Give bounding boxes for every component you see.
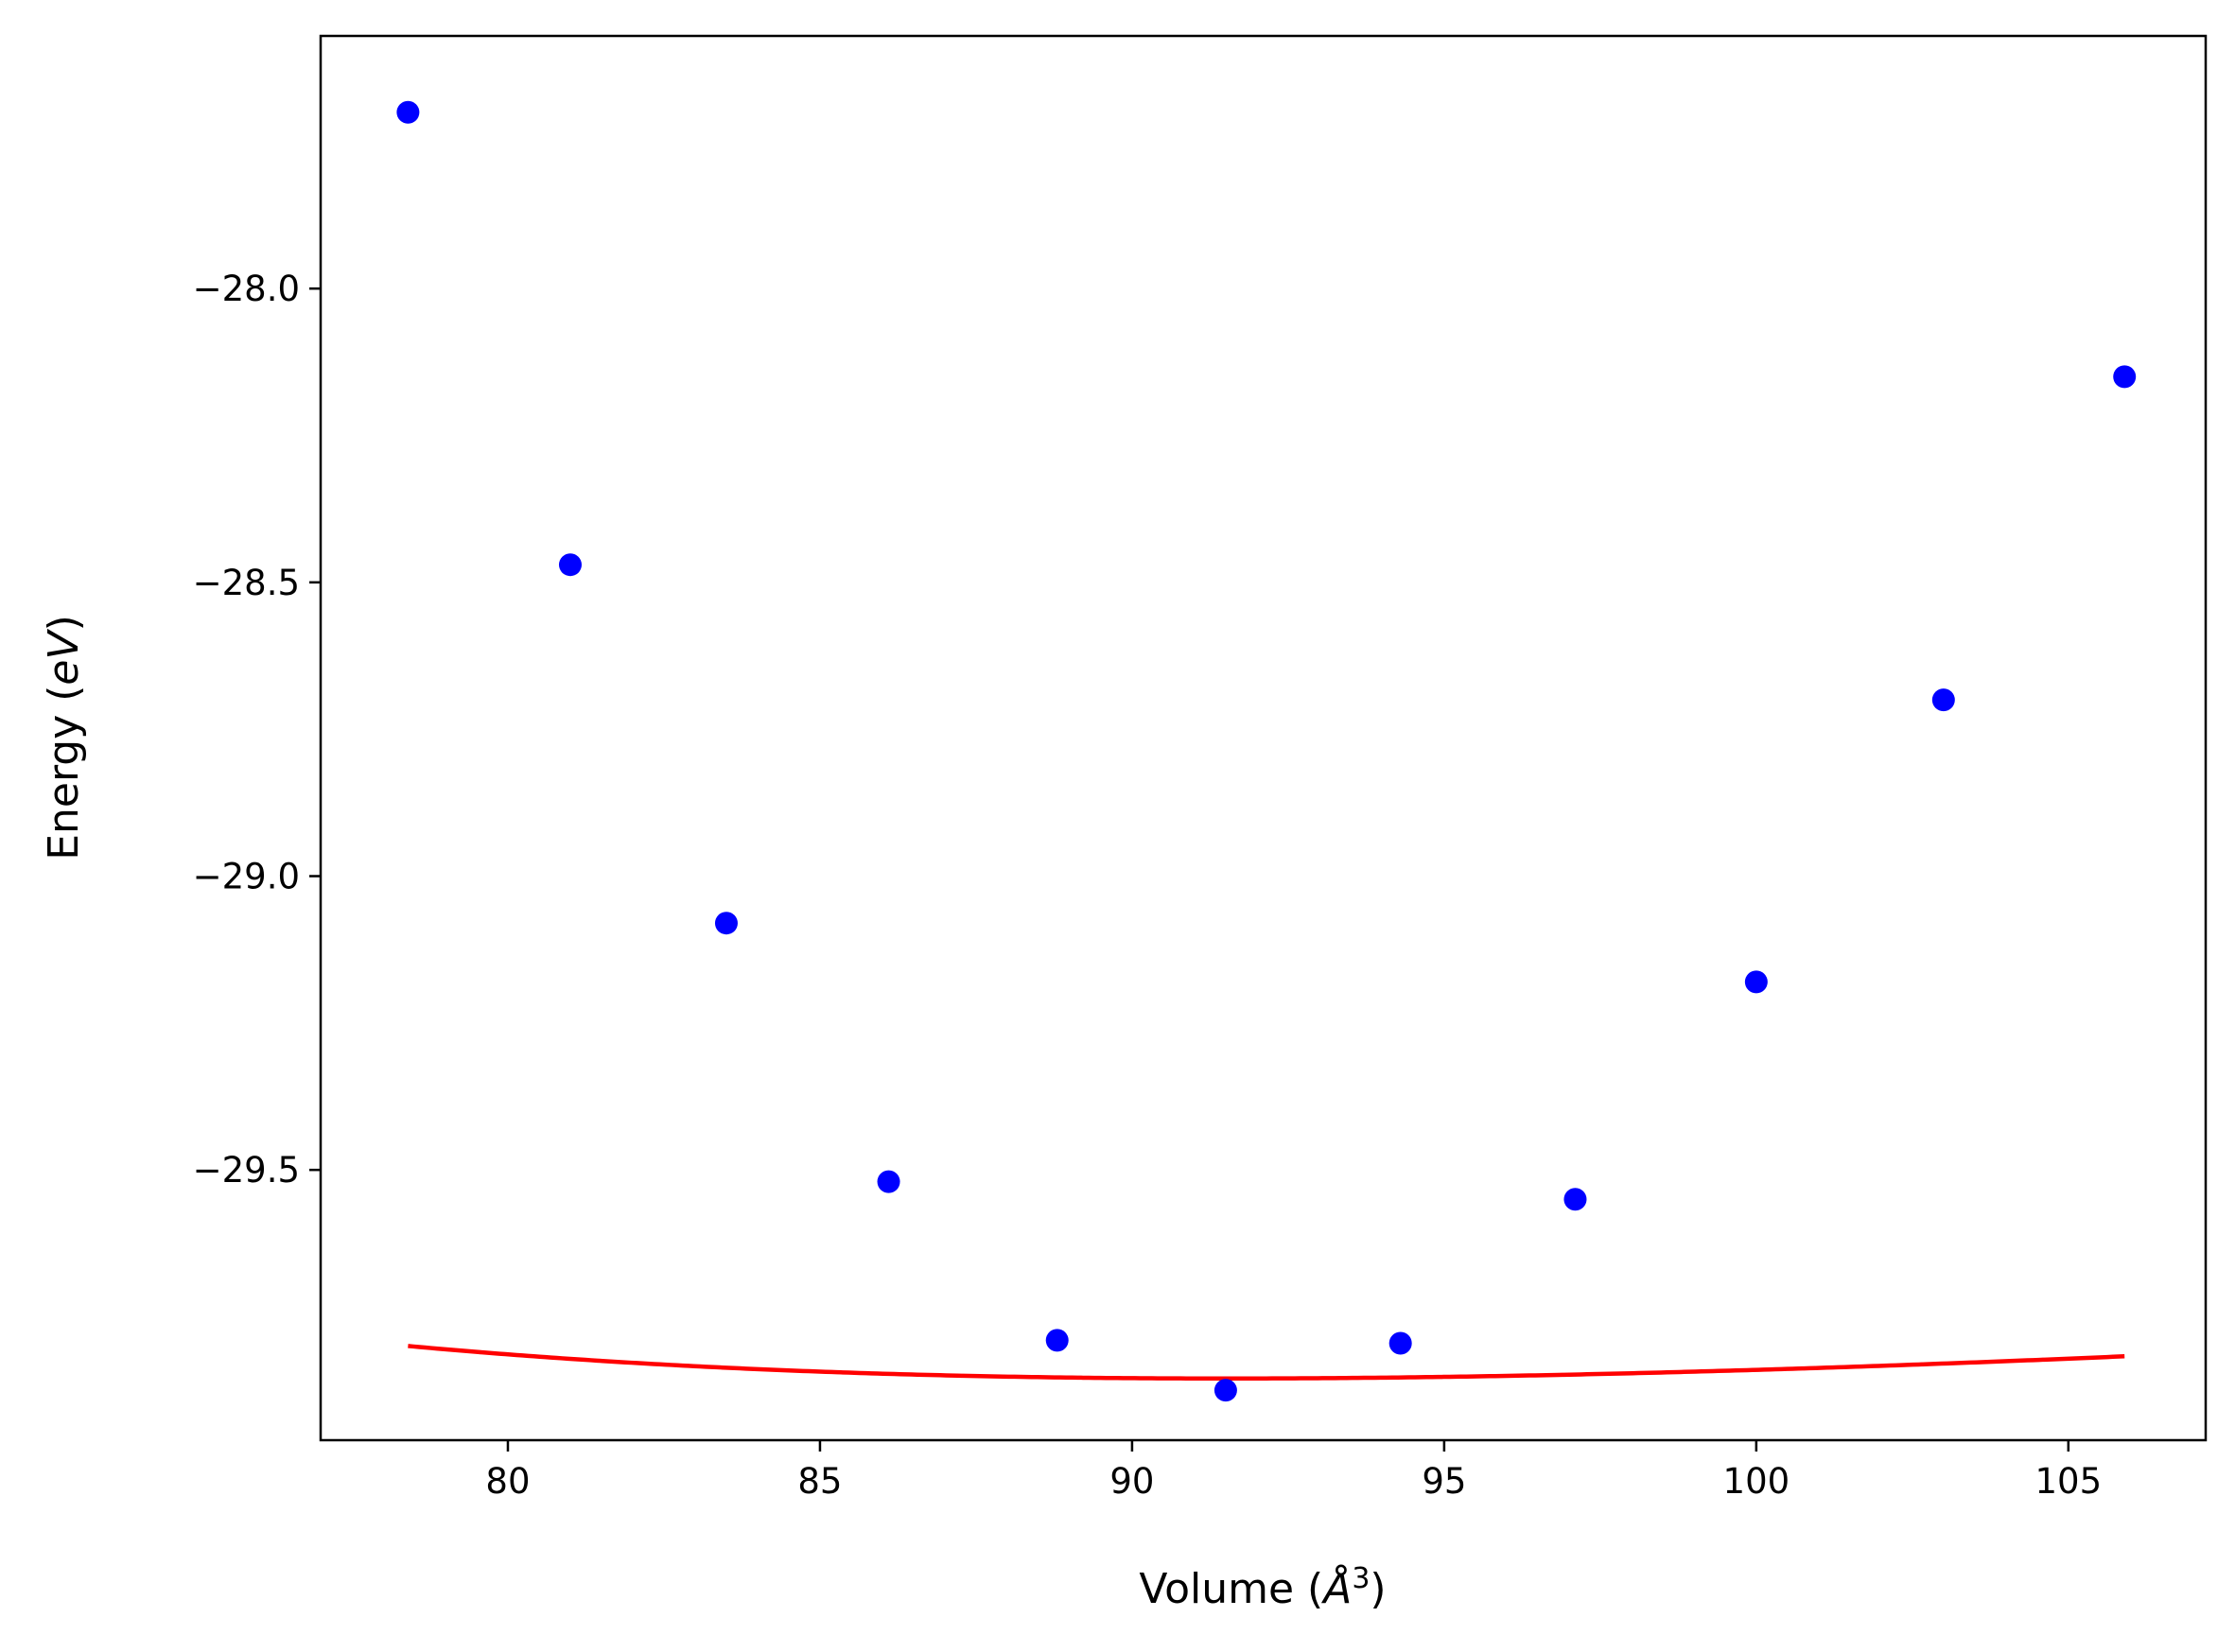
y-tick-label: −29.0 [193, 857, 300, 897]
data-point [877, 1170, 900, 1193]
data-points [396, 100, 2137, 1402]
x-tick-label: 85 [797, 1461, 842, 1502]
x-tick-label: 95 [1422, 1461, 1466, 1502]
y-tick-label: −28.0 [193, 269, 300, 309]
y-tick-label: −29.5 [193, 1150, 300, 1191]
data-point [396, 100, 420, 124]
data-point [1388, 1331, 1412, 1355]
x-tick-label: 105 [2035, 1461, 2103, 1502]
y-tick-label: −28.5 [193, 563, 300, 603]
fit-curve-line [408, 1344, 2125, 1382]
data-point [1563, 1188, 1587, 1211]
x-tick-label: 100 [1723, 1461, 1790, 1502]
data-point [558, 553, 582, 577]
data-point [1045, 1329, 1069, 1352]
data-point [1214, 1379, 1237, 1402]
plot-frame [319, 34, 2208, 1442]
x-tick-label: 90 [1109, 1461, 1154, 1502]
x-axis-ticks: 80 85 90 95 100 105 [485, 1440, 2102, 1502]
data-point [714, 912, 738, 935]
data-point [2113, 365, 2137, 389]
data-point [1931, 688, 1955, 712]
y-axis-ticks: −28.0 −28.5 −29.0 −29.5 [193, 269, 321, 1191]
x-tick-label: 80 [485, 1461, 530, 1502]
y-axis-label: Energy (eV) [40, 615, 88, 861]
data-point [1744, 970, 1768, 994]
x-axis-label: Volume (Å3) [1139, 1562, 1386, 1613]
